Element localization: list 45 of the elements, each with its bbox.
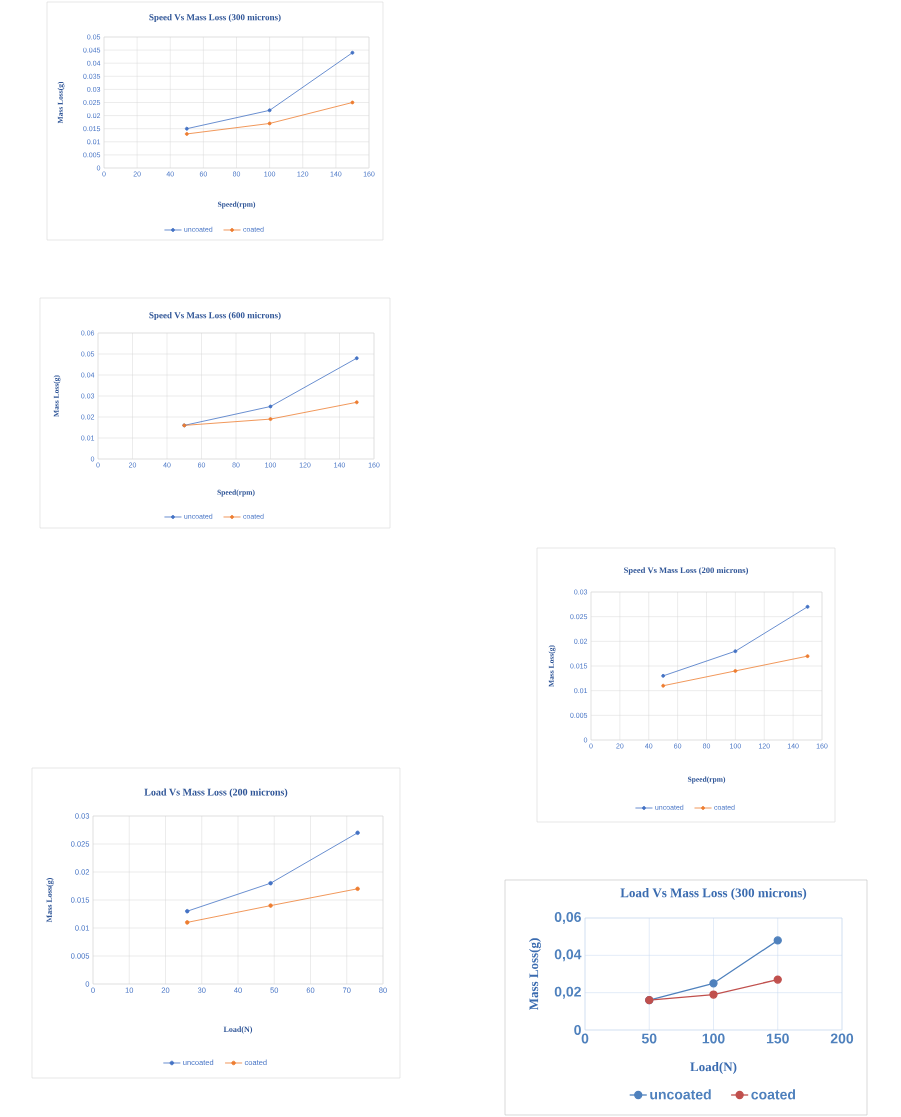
x-tick-label: 200 <box>830 1033 854 1044</box>
point <box>355 830 360 835</box>
point <box>268 881 273 886</box>
point <box>709 990 718 999</box>
chart-title: Speed Vs Mass Loss (200 microns) <box>624 567 749 575</box>
point <box>267 121 272 126</box>
point <box>805 604 810 609</box>
point <box>354 356 359 361</box>
y-tick-label: 0 <box>574 1025 581 1035</box>
point <box>350 100 355 105</box>
point <box>661 683 666 688</box>
legend-label: uncoated <box>650 1089 711 1100</box>
y-axis-title: Mass Loss(g) <box>46 878 54 923</box>
point <box>184 132 189 136</box>
point <box>733 669 738 673</box>
y-tick-label: 0,04 <box>554 949 582 962</box>
point <box>350 50 355 55</box>
point <box>733 649 738 654</box>
point <box>184 126 189 131</box>
point <box>661 673 666 678</box>
y-tick-label: 0,06 <box>554 912 581 924</box>
point <box>268 417 273 421</box>
chart-title: Load Vs Mass Loss (300 microns) <box>620 888 807 900</box>
x-axis-title: Load(N) <box>690 1062 737 1074</box>
chart-title: Speed Vs Mass Loss (600 microns) <box>149 311 281 321</box>
point <box>773 975 782 984</box>
legend-label: coated <box>751 1089 796 1100</box>
x-tick-label: 150 <box>766 1033 789 1044</box>
point <box>267 108 272 113</box>
point <box>268 404 273 409</box>
point <box>709 979 718 988</box>
chart-title: Speed Vs Mass Loss (300 microns) <box>149 13 281 23</box>
x-axis-title: Load(N) <box>223 1026 253 1034</box>
y-tick-label: 0,02 <box>554 986 581 999</box>
chart-title: Load Vs Mass Loss (200 microns) <box>144 788 288 798</box>
point <box>773 936 782 945</box>
point <box>354 400 359 405</box>
y-axis-title: Mass Loss(g) <box>529 938 541 1011</box>
point <box>805 654 810 659</box>
x-tick-label: 100 <box>702 1033 725 1044</box>
x-tick-label: 50 <box>641 1033 657 1044</box>
point <box>268 903 273 908</box>
point <box>185 909 190 914</box>
point <box>185 920 190 925</box>
point <box>355 886 360 891</box>
